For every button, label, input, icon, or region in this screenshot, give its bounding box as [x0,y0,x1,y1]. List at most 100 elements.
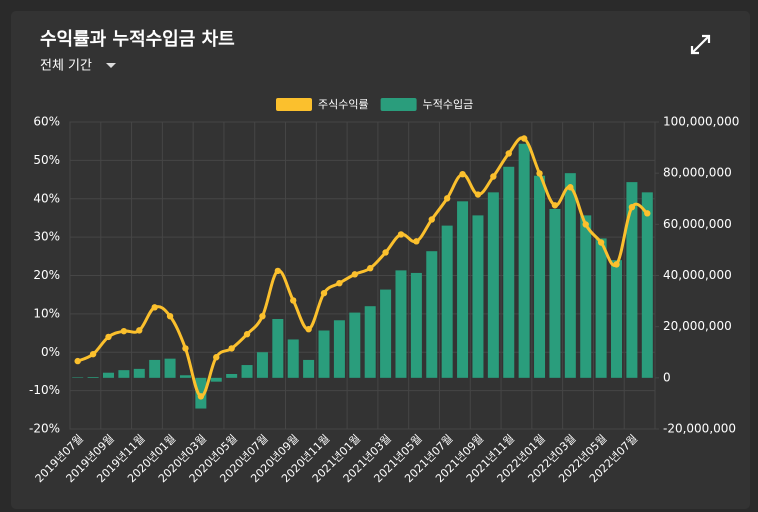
bar [580,215,592,378]
line-point [136,327,143,334]
line-point [74,357,81,365]
bar [595,238,607,378]
bar [364,306,376,378]
line-point [366,265,374,272]
line-point [105,333,112,341]
bar [564,173,576,378]
bar [318,330,330,378]
bar [518,143,530,378]
bar [102,372,114,378]
legend-swatch [380,98,417,111]
line-point [259,312,266,320]
line-point [474,191,482,198]
line-point [613,261,620,268]
bar [457,201,469,378]
bar [503,166,515,378]
line-point [536,170,543,177]
bar [441,225,453,378]
line-point [582,221,589,228]
y2-tick-label: 80,000,000 [663,166,732,180]
line-point [520,135,528,142]
bar [472,215,484,378]
bar [87,377,99,378]
bar [118,370,130,378]
bar [179,375,191,378]
line-point [505,150,512,157]
bar [380,289,392,378]
y-tick-label: -20% [29,422,60,436]
bar [534,175,546,378]
bar [487,192,499,378]
y-tick-label: 60% [33,115,60,129]
bar [241,365,253,378]
bar [395,270,407,378]
bar [256,352,268,378]
line-point [320,289,328,297]
period-selector[interactable]: 전체 기간 [40,59,92,74]
plot-frame [69,121,656,430]
line-point [644,210,651,217]
line-point [428,216,435,223]
line-point [151,304,158,311]
bar [641,192,653,378]
y2-tick-label: 100,000,000 [663,115,739,129]
y-tick-label: 20% [33,268,60,282]
legend-swatch [276,98,312,111]
bar [333,320,345,378]
line-point [459,170,466,178]
line-point [274,267,282,275]
line-point [351,271,359,278]
line-point [567,184,574,191]
line-point [397,231,405,238]
line-point [166,312,174,320]
bar [226,373,238,378]
bar [626,182,638,378]
y2-tick-label: 60,000,000 [663,217,732,231]
line-point [443,195,451,202]
y2-tick-label: 40,000,000 [663,268,732,282]
bar [164,358,176,378]
y-tick-label: 10% [33,306,60,320]
bar [410,272,422,378]
y-tick-label: -10% [29,383,60,397]
bar [303,359,315,378]
line-point [243,331,251,338]
line-point [290,297,297,304]
y-tick-label: 0% [41,345,60,359]
line-point [551,202,559,209]
chart-title: 수익률과 누적수입금 차트 [40,28,235,50]
bar [72,377,84,378]
y-tick-label: 40% [33,191,60,205]
y2-tick-label: -20,000,000 [663,422,736,436]
y2-tick-label: 0 [663,370,671,384]
bar [426,251,438,378]
bar [549,208,561,378]
dropdown-caret[interactable] [106,63,116,68]
line-point [213,354,220,361]
line-point [490,173,497,180]
bar [149,359,161,378]
legend-label: 누적수입금 [423,98,474,111]
bar [133,368,145,378]
line-point [89,350,97,358]
line-point [228,345,235,352]
line-point [413,238,420,245]
y-tick-label: 30% [33,230,60,244]
line-point [197,393,205,400]
expand-icon[interactable] [690,34,711,55]
bar [287,339,299,378]
bar [611,260,623,378]
line-point [628,203,636,211]
bar [210,377,222,382]
y-tick-label: 50% [33,153,60,167]
line-point [305,326,312,333]
y2-tick-label: 20,000,000 [663,319,732,333]
line-point [382,249,389,256]
line-point [120,327,128,335]
line-point [597,239,605,246]
legend-label: 주식수익률 [318,98,369,111]
line-point [336,279,343,287]
bar [349,312,361,378]
